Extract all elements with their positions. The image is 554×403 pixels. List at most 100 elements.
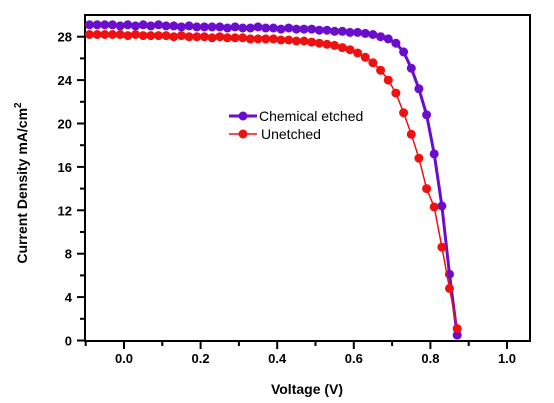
legend-label-unetched: Unetched [261,126,321,142]
data-point-unetched [238,33,248,43]
data-point-unetched [299,36,309,46]
x-tick-label: 0.6 [345,351,363,366]
data-point-unetched [368,58,378,68]
data-point-chemical-etched [238,23,248,33]
y-tick-label: 12 [58,203,72,218]
x-tick-label: 0.2 [192,351,210,366]
x-tick-label: 0.4 [268,351,287,366]
series-chemical-etched [85,20,462,340]
x-tick-label: 0.8 [421,351,439,366]
data-point-chemical-etched [138,20,148,30]
data-point-chemical-etched [399,47,409,57]
data-point-chemical-etched [276,24,286,34]
data-point-unetched [422,184,432,194]
data-point-unetched [291,36,301,46]
y-tick-label: 20 [58,117,72,132]
data-point-unetched [123,31,133,41]
data-point-chemical-etched [161,21,171,31]
data-point-chemical-etched [245,23,255,33]
data-point-chemical-etched [307,24,317,34]
series-line-chemical-etched [89,23,459,336]
data-point-chemical-etched [368,30,378,39]
data-point-unetched [345,45,355,55]
data-point-unetched [184,32,194,42]
data-point-unetched [383,75,393,85]
data-point-unetched [452,324,462,334]
data-point-chemical-etched [383,34,393,44]
data-point-chemical-etched [92,20,102,30]
data-point-chemical-etched [100,20,110,30]
data-point-chemical-etched [422,110,432,120]
data-point-unetched [268,34,278,44]
legend-label-chemical-etched: Chemical etched [259,108,363,124]
data-point-chemical-etched [268,23,278,33]
data-point-chemical-etched [192,22,202,32]
data-point-chemical-etched [414,84,424,94]
series-unetched [85,30,462,334]
y-tick-label: 8 [65,247,72,262]
data-point-chemical-etched [391,38,401,48]
data-point-unetched [376,65,386,75]
data-point-unetched [215,32,225,42]
data-point-unetched [192,32,202,42]
data-point-unetched [437,242,447,252]
data-point-chemical-etched [337,26,347,36]
data-point-unetched [245,34,255,44]
data-point-unetched [131,30,140,39]
data-point-chemical-etched [176,22,186,32]
data-point-unetched [261,34,271,44]
data-point-unetched [284,35,294,45]
data-point-unetched [222,33,232,43]
data-point-chemical-etched [360,28,370,38]
data-point-unetched [406,129,416,139]
data-point-chemical-etched [345,27,355,37]
data-point-unetched [100,30,110,39]
data-point-unetched [337,43,347,53]
legend: Chemical etched Unetched [229,108,363,142]
data-point-unetched [307,37,317,47]
data-point-unetched [92,30,102,39]
x-tick-label: 0.0 [115,351,133,366]
data-point-unetched [146,31,156,41]
plot-frame [84,14,531,342]
data-point-unetched [322,39,332,49]
data-point-chemical-etched [222,23,232,33]
data-point-chemical-etched [314,25,324,35]
data-point-chemical-etched [284,23,294,33]
data-point-chemical-etched [299,24,309,34]
data-point-chemical-etched [230,22,240,32]
data-point-unetched [176,31,186,41]
data-point-unetched [445,283,454,293]
x-axis-ticks: 0.0 0.2 0.4 0.6 0.8 1.0 [84,341,516,366]
data-point-unetched [138,31,148,41]
data-point-unetched [199,32,209,42]
data-point-unetched [207,33,217,43]
data-point-unetched [169,32,179,42]
y-axis-label-superscript: 2 [13,102,24,108]
data-point-chemical-etched [146,21,156,31]
y-tick-label: 0 [65,334,72,349]
data-point-chemical-etched [261,23,271,33]
data-point-chemical-etched [115,21,125,31]
data-point-unetched [85,30,94,39]
data-point-chemical-etched [123,20,133,30]
data-point-chemical-etched [353,27,363,37]
data-point-unetched [154,31,163,41]
data-point-chemical-etched [154,20,163,30]
data-point-chemical-etched [322,25,332,35]
y-axis-label: Current Density mA/cm2 [13,102,30,264]
data-point-chemical-etched [452,330,462,340]
data-point-chemical-etched [184,21,194,31]
data-point-unetched [314,38,324,48]
series-layer [85,20,462,340]
y-tick-label: 24 [58,73,73,88]
data-point-chemical-etched [215,22,225,32]
series-line-unetched [89,33,458,329]
data-point-unetched [230,33,240,43]
data-point-unetched [360,52,370,62]
data-point-chemical-etched [253,22,263,32]
y-axis-label-main: Current Density mA/cm [14,108,30,264]
data-point-unetched [429,202,439,212]
data-point-chemical-etched [131,21,140,31]
